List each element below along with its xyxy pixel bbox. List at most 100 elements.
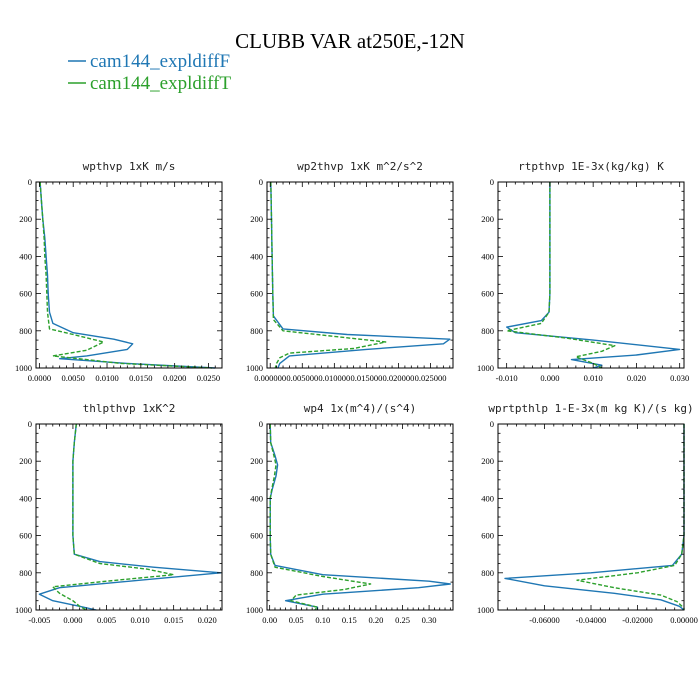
x-tick-label: 0.10 — [315, 615, 330, 625]
x-tick-label: -0.02000 — [622, 615, 652, 625]
panel-5: wprtpthlp 1-E-3x(m kg K)/(s kg) 0 200 400 60… — [477, 402, 698, 625]
y-tick-label: 800 — [19, 326, 32, 336]
y-tick-label: 600 — [19, 531, 32, 541]
series-line-1 — [269, 423, 372, 611]
x-tick-label: -0.04000 — [576, 615, 606, 625]
y-tick-label: 1000 — [477, 605, 494, 615]
y-tick-label: 1000 — [15, 363, 32, 373]
x-tick-label: 0.0200 — [163, 373, 186, 383]
y-tick-label: 1000 — [477, 363, 494, 373]
x-tick-label: 0.0250 — [197, 373, 220, 383]
y-tick-label: 400 — [481, 251, 494, 261]
y-tick-label: 200 — [481, 456, 494, 466]
plot-frame — [266, 181, 454, 369]
x-tick-label: -0.005 — [28, 615, 50, 625]
x-tick-label: 0.005000 — [286, 373, 318, 383]
series-line-1 — [52, 423, 175, 611]
panel-title: wprtpthlp 1-E-3x(m kg K)/(s kg) — [488, 402, 693, 415]
x-tick-label: 0.0100 — [95, 373, 118, 383]
y-tick-label: 1000 — [15, 605, 32, 615]
y-tick-label: 0 — [259, 177, 263, 187]
panel-title: thlpthvp 1xK^2 — [83, 402, 176, 415]
series-line-1 — [576, 424, 685, 610]
plot-frame — [35, 423, 223, 611]
y-tick-label: 0 — [490, 419, 494, 429]
x-tick-label: 0.005 — [97, 615, 116, 625]
series-line-0 — [38, 423, 222, 611]
y-tick-label: 800 — [481, 568, 494, 578]
legend: cam144_expldiffF cam144_expldiffT — [68, 51, 231, 94]
y-tick-label: 400 — [250, 251, 263, 261]
x-tick-label: 0.000 — [540, 373, 559, 383]
legend-label-1: cam144_expldiffT — [90, 73, 231, 94]
x-tick-label: 0.010 — [584, 373, 603, 383]
panel-title: wp4 1x(m^4)/(s^4) — [304, 402, 417, 415]
x-tick-label: 0.000000 — [254, 373, 286, 383]
panel-3: thlpthvp 1xK^2 0 200 400 600 800 1000-0.005 0.0… — [15, 402, 223, 625]
panel-0: wpthvp 1xK m/s 0 200 400 600 800 10000.0000 0.0… — [15, 160, 223, 383]
x-tick-label: -0.06000 — [529, 615, 559, 625]
y-tick-label: 1000 — [246, 605, 263, 615]
panel-title: wp2thvp 1xK m^2/s^2 — [297, 160, 423, 173]
series-line-1 — [506, 182, 616, 369]
x-tick-label: 0.0050 — [62, 373, 85, 383]
x-tick-label: 0.0150 — [129, 373, 152, 383]
x-tick-label: 0.020000 — [383, 373, 415, 383]
y-tick-label: 800 — [481, 326, 494, 336]
x-tick-label: -0.010 — [496, 373, 518, 383]
y-tick-label: 200 — [481, 214, 494, 224]
x-tick-label: 0.025000 — [415, 373, 447, 383]
y-tick-label: 400 — [19, 493, 32, 503]
x-tick-label: 0.05 — [289, 615, 304, 625]
panel-4: wp4 1x(m^4)/(s^4) 0 200 400 600 800 10000.00 0.… — [246, 402, 454, 625]
x-tick-label: 0.015000 — [350, 373, 382, 383]
y-tick-label: 600 — [481, 531, 494, 541]
y-tick-label: 0 — [490, 177, 494, 187]
x-tick-label: 0.015 — [164, 615, 183, 625]
series-line-1 — [270, 181, 387, 369]
y-tick-label: 0 — [28, 419, 32, 429]
panel-title: wpthvp 1xK m/s — [83, 160, 176, 173]
x-tick-label: 0.20 — [369, 615, 384, 625]
x-tick-label: 0.0000 — [28, 373, 51, 383]
y-tick-label: 800 — [250, 326, 263, 336]
x-tick-label: 0.25 — [395, 615, 410, 625]
x-tick-label: 0.00000 — [670, 615, 698, 625]
y-tick-label: 600 — [19, 289, 32, 299]
y-tick-label: 200 — [19, 456, 32, 466]
series-line-0 — [39, 181, 216, 369]
x-tick-label: 0.000 — [63, 615, 82, 625]
series-line-1 — [39, 181, 212, 369]
x-tick-label: 0.010 — [131, 615, 150, 625]
y-tick-label: 800 — [19, 568, 32, 578]
y-tick-label: 400 — [19, 251, 32, 261]
x-tick-label: 0.15 — [342, 615, 357, 625]
y-tick-label: 200 — [250, 456, 263, 466]
y-tick-label: 0 — [259, 419, 263, 429]
x-tick-label: 0.020 — [198, 615, 217, 625]
y-tick-label: 1000 — [246, 363, 263, 373]
y-tick-label: 400 — [250, 493, 263, 503]
x-tick-label: 0.030 — [670, 373, 689, 383]
plot-frame — [35, 181, 223, 369]
series-line-0 — [270, 181, 451, 369]
y-tick-label: 600 — [250, 289, 263, 299]
y-tick-label: 200 — [250, 214, 263, 224]
x-tick-label: 0.00 — [262, 615, 277, 625]
y-tick-label: 400 — [481, 493, 494, 503]
y-tick-label: 0 — [28, 177, 32, 187]
series-line-0 — [269, 423, 451, 610]
x-tick-label: 0.010000 — [318, 373, 350, 383]
y-tick-label: 600 — [250, 531, 263, 541]
legend-label-0: cam144_expldiffF — [90, 51, 230, 72]
y-tick-label: 800 — [250, 568, 263, 578]
panel-2: rtpthvp 1E-3x(kg/kg) K 0 200 400 600 800 1000-… — [477, 160, 689, 383]
x-tick-label: 0.30 — [422, 615, 437, 625]
series-line-0 — [504, 424, 685, 611]
x-tick-label: 0.020 — [627, 373, 646, 383]
panel-title: rtpthvp 1E-3x(kg/kg) K — [518, 160, 664, 173]
y-tick-label: 600 — [481, 289, 494, 299]
figure-title: CLUBB VAR at250E,-12N — [235, 29, 465, 53]
